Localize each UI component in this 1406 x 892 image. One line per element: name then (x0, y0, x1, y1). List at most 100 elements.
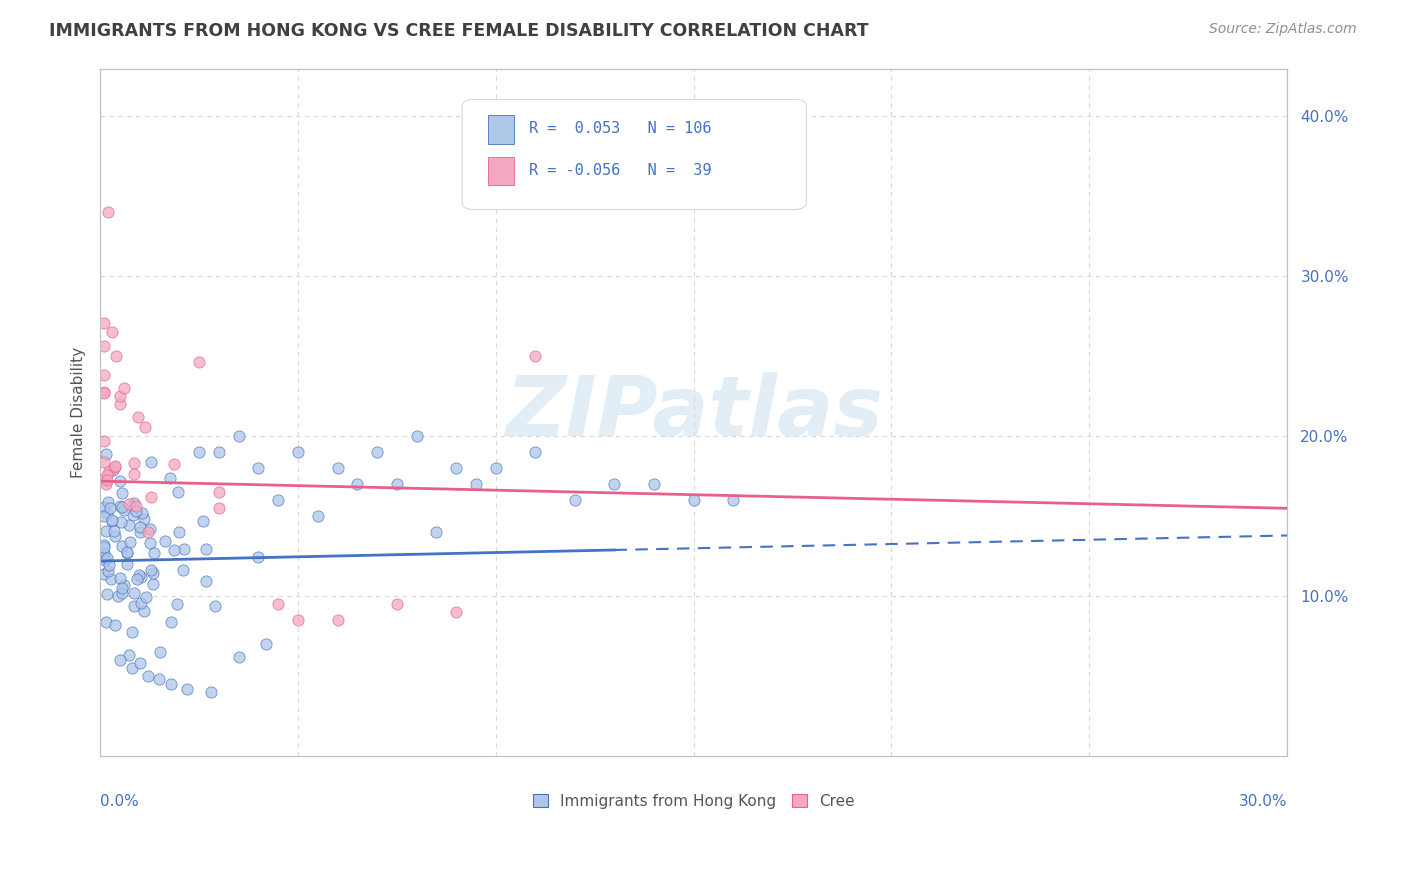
Point (111, 486, 134, 500)
Point (94, 615, 117, 629)
Text: 30.0%: 30.0% (1239, 794, 1286, 809)
Point (643, 477, 665, 491)
Point (96, 587, 118, 601)
Point (267, 597, 290, 611)
Point (98, 558, 121, 572)
Point (139, 455, 162, 469)
Point (155, 534, 177, 549)
Point (287, 613, 309, 627)
Point (103, 524, 125, 538)
Point (128, 519, 150, 533)
Point (93, 455, 115, 469)
Point (93, 546, 115, 560)
Point (94, 553, 117, 567)
Point (125, 503, 148, 517)
Point (129, 524, 152, 539)
Point (107, 589, 129, 603)
Text: R = -0.056   N =  39: R = -0.056 N = 39 (529, 162, 711, 178)
Point (208, 501, 231, 516)
Point (682, 493, 704, 508)
Point (128, 568, 150, 582)
Point (128, 657, 150, 671)
Point (307, 509, 329, 524)
Point (160, 615, 183, 629)
Point (405, 429, 427, 443)
Point (139, 490, 162, 504)
Point (138, 536, 160, 550)
Point (97, 495, 120, 509)
Point (385, 597, 408, 611)
Point (228, 650, 250, 665)
Point (104, 618, 127, 632)
Point (100, 572, 122, 586)
Point (122, 585, 145, 599)
Point (524, 350, 547, 364)
Point (132, 512, 155, 526)
Point (194, 542, 217, 557)
Point (118, 518, 141, 533)
Point (143, 546, 166, 560)
Point (93, 472, 115, 486)
Point (93, 385, 115, 400)
FancyBboxPatch shape (488, 156, 515, 186)
Point (122, 496, 145, 510)
Text: R =  0.053   N = 106: R = 0.053 N = 106 (529, 121, 711, 136)
Text: IMMIGRANTS FROM HONG KONG VS CREE FEMALE DISABILITY CORRELATION CHART: IMMIGRANTS FROM HONG KONG VS CREE FEMALE… (49, 22, 869, 40)
Point (139, 522, 162, 536)
Point (167, 525, 190, 540)
Point (142, 577, 165, 591)
Point (173, 542, 195, 557)
Point (101, 463, 124, 477)
Point (104, 350, 127, 364)
Point (444, 461, 467, 475)
Point (254, 637, 277, 651)
Point (208, 485, 231, 500)
FancyBboxPatch shape (488, 115, 515, 145)
Point (124, 499, 146, 513)
Point (425, 525, 447, 540)
Point (191, 514, 214, 528)
Point (167, 485, 190, 500)
Point (136, 525, 159, 540)
Point (93, 434, 115, 449)
Point (129, 596, 152, 610)
Point (173, 562, 195, 576)
Point (125, 572, 148, 586)
Point (112, 503, 135, 517)
Point (142, 566, 165, 580)
Point (108, 397, 131, 411)
Point (524, 445, 547, 459)
Point (287, 445, 309, 459)
Point (204, 599, 226, 614)
Point (176, 681, 198, 696)
Point (93, 567, 115, 582)
Point (139, 563, 162, 577)
Point (136, 669, 159, 683)
Point (208, 445, 231, 459)
Point (564, 493, 586, 508)
Point (121, 625, 143, 640)
Point (603, 477, 626, 491)
Point (127, 409, 149, 424)
Point (132, 604, 155, 618)
Point (122, 456, 145, 470)
Point (112, 578, 135, 592)
Point (131, 507, 153, 521)
Point (247, 461, 270, 475)
Text: ZIPatlas: ZIPatlas (505, 372, 883, 453)
Point (93, 538, 115, 552)
Point (108, 571, 131, 585)
Point (135, 591, 157, 605)
Point (163, 458, 186, 472)
Legend: Immigrants from Hong Kong, Cree: Immigrants from Hong Kong, Cree (526, 788, 860, 814)
Point (97, 564, 120, 578)
Point (121, 508, 143, 522)
Point (104, 459, 127, 474)
Point (111, 582, 134, 596)
Point (121, 661, 143, 675)
Point (96, 524, 118, 538)
Point (134, 419, 156, 434)
Point (465, 477, 488, 491)
Point (148, 673, 170, 687)
FancyBboxPatch shape (463, 100, 807, 210)
